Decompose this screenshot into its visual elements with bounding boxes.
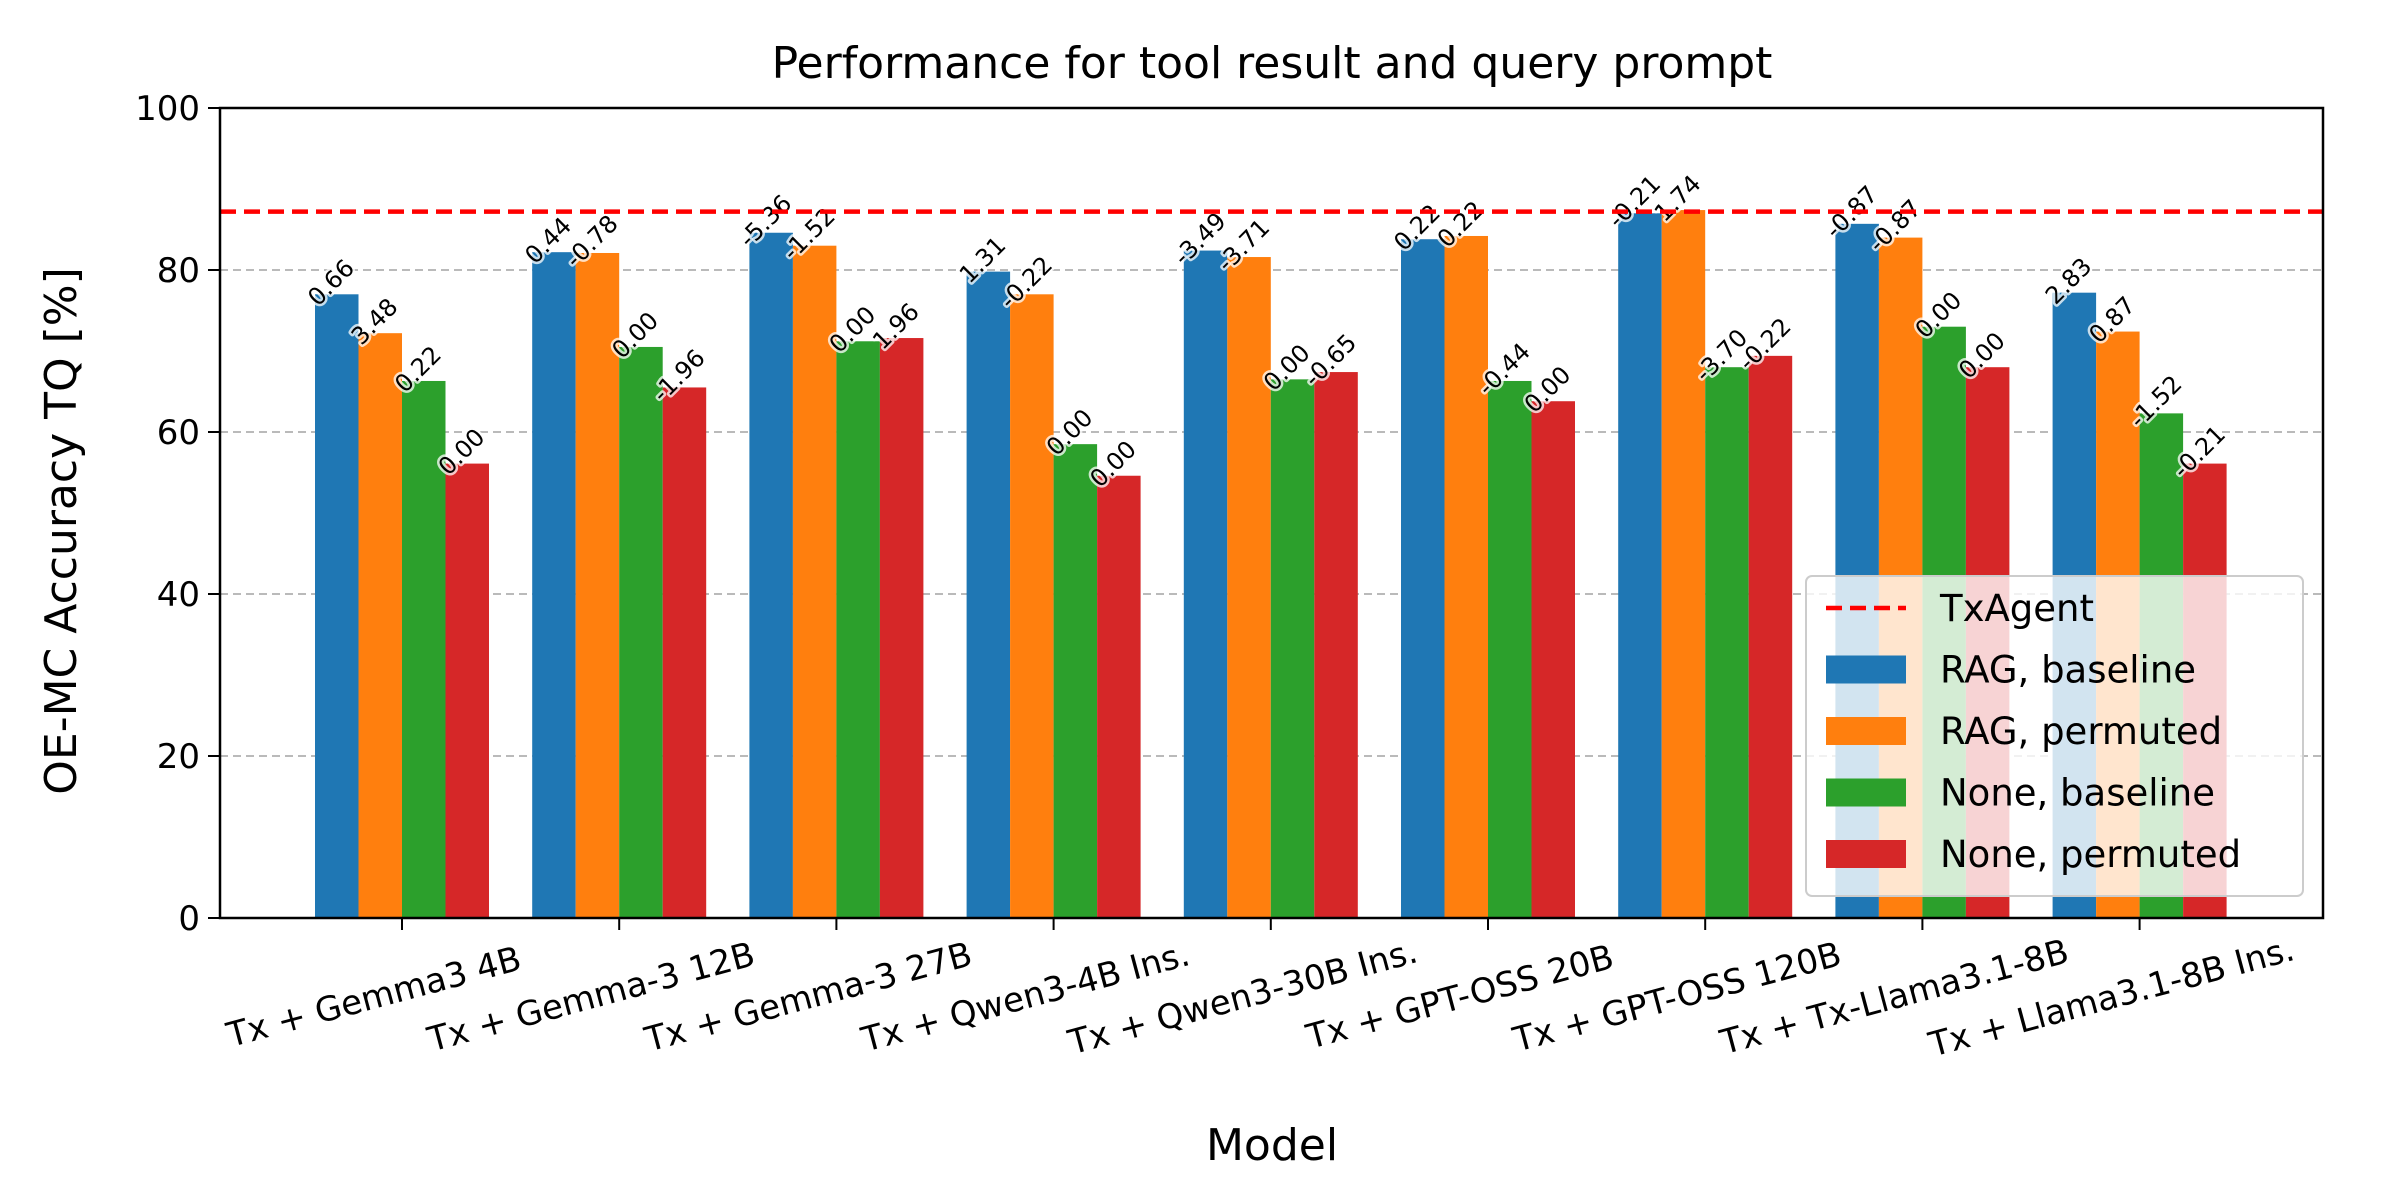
bar [1010,294,1054,918]
bar [575,252,620,919]
y-tick-label: 80 [157,251,200,291]
bar [966,271,1011,918]
bar [792,245,837,918]
bar [879,338,924,918]
legend-label: None, baseline [1940,772,2215,815]
bar [619,346,663,918]
chart-title: Performance for tool result and query pr… [772,38,1773,89]
bar [1183,250,1228,918]
bar [836,341,880,918]
bars [315,210,2227,919]
legend-label-reference: TxAgent [1939,587,2094,630]
bar [662,387,707,918]
bar [315,294,359,918]
bar [532,252,576,918]
legend-swatch [1826,717,1906,745]
bar [1488,380,1532,919]
bar [1748,355,1793,918]
bar [749,232,793,919]
y-tick-label: 60 [157,413,200,453]
bar [1097,475,1141,918]
bar [1314,372,1358,918]
bar [1270,379,1315,919]
bar [1444,235,1488,919]
bar [1053,444,1098,918]
bar [402,380,446,919]
legend-label: RAG, permuted [1940,710,2222,753]
bar [1705,367,1749,918]
legend-label: None, permuted [1940,833,2241,876]
y-tick-label: 0 [178,899,200,939]
bar [1618,213,1662,919]
legend-label: RAG, baseline [1940,649,2196,692]
y-tick-label: 40 [157,575,200,615]
bar [1531,401,1575,919]
x-axis-label: Model [1206,1120,1338,1171]
legend-swatch [1826,778,1906,807]
legend: TxAgent RAG, baseline RAG, permuted None, b… [1805,575,2304,897]
y-tick-label: 20 [157,737,200,777]
legend-box [1805,575,2304,897]
bar [1227,257,1271,918]
legend-swatch [1826,655,1906,684]
y-axis: 0 20 40 60 80 100 [135,89,220,939]
bar [445,463,489,918]
bar [1661,210,1706,918]
y-tick-label: 100 [135,89,200,129]
y-axis-label: OE-MC Accuracy TQ [%] [36,267,87,794]
bar [358,333,402,918]
bar [1401,239,1445,919]
legend-swatch [1826,840,1906,868]
